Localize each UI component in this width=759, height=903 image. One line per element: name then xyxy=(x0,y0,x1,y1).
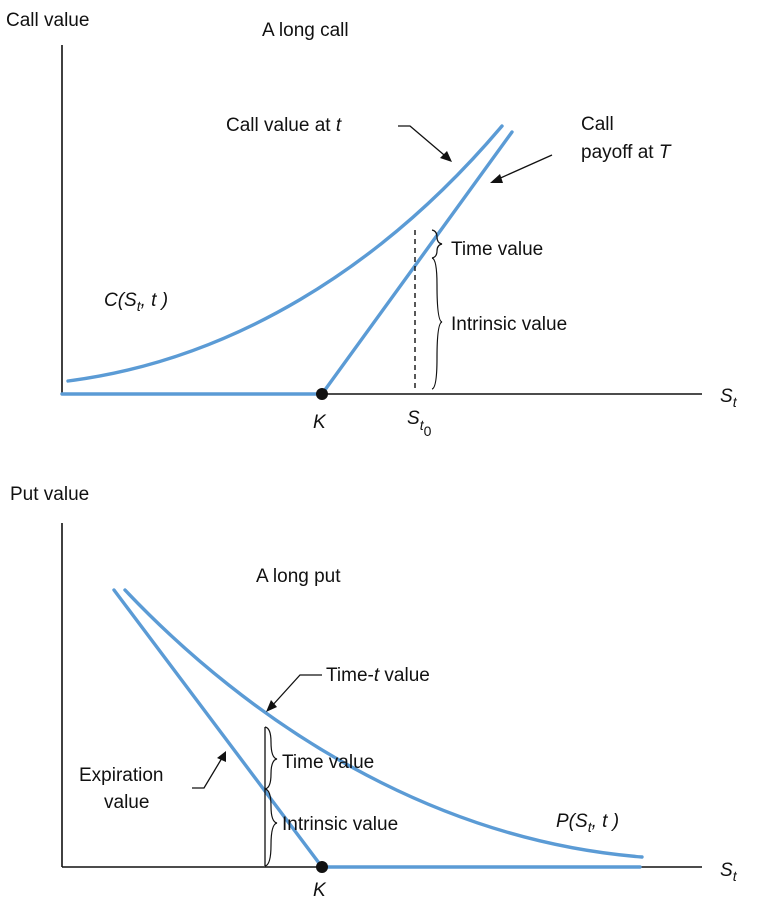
call-x-axis-label: St xyxy=(720,386,738,410)
call-time-value-brace xyxy=(431,229,443,259)
put-value-function-label: P(St, t ) xyxy=(556,811,619,835)
put-expiration-arrowhead xyxy=(217,751,226,762)
put-expiration-label-line1: Expiration xyxy=(79,765,164,786)
put-time-t-arrowhead xyxy=(266,700,277,712)
call-value-arrow xyxy=(398,125,451,161)
put-time-value-brace xyxy=(264,726,278,790)
call-payoff-line xyxy=(60,130,514,396)
call-payoff-arrow xyxy=(495,154,553,181)
call-intrinsic-value-brace xyxy=(431,257,443,390)
put-value-curve xyxy=(123,588,644,859)
put-time-t-label: Time-t value xyxy=(326,665,430,686)
call-y-axis-label: Call value xyxy=(6,10,89,31)
call-panel: Call value A long call Call value at t C… xyxy=(6,10,738,439)
call-value-curve xyxy=(66,124,504,383)
put-expiration-arrow xyxy=(192,757,223,789)
call-time-value-label: Time value xyxy=(451,239,543,260)
call-payoff-label-line1: Call xyxy=(581,114,614,135)
call-intrinsic-value-label: Intrinsic value xyxy=(451,314,567,335)
call-strike-dot xyxy=(316,388,328,400)
put-x-axis-label: St xyxy=(720,860,738,884)
call-strike-label: K xyxy=(313,412,327,433)
put-intrinsic-value-label: Intrinsic value xyxy=(282,814,398,835)
call-payoff-label-line2: payoff at T xyxy=(581,142,672,163)
put-expiration-label-line2: value xyxy=(104,792,149,813)
put-strike-label: K xyxy=(313,880,327,901)
put-time-value-label: Time value xyxy=(282,752,374,773)
call-value-arrowhead xyxy=(440,151,452,162)
call-value-function-label: C(St, t ) xyxy=(104,290,168,314)
call-spot-label: St0 xyxy=(407,408,432,439)
put-intrinsic-value-brace xyxy=(264,788,278,867)
put-time-t-arrow xyxy=(270,674,322,708)
call-payoff-arrowhead xyxy=(490,174,503,183)
call-title: A long call xyxy=(262,20,349,41)
call-value-at-t-label: Call value at t xyxy=(226,115,342,136)
put-strike-dot xyxy=(316,861,328,873)
put-y-axis-label: Put value xyxy=(10,484,89,505)
put-panel: Put value A long put Time-t value Expira… xyxy=(10,484,738,901)
put-title: A long put xyxy=(256,566,341,587)
